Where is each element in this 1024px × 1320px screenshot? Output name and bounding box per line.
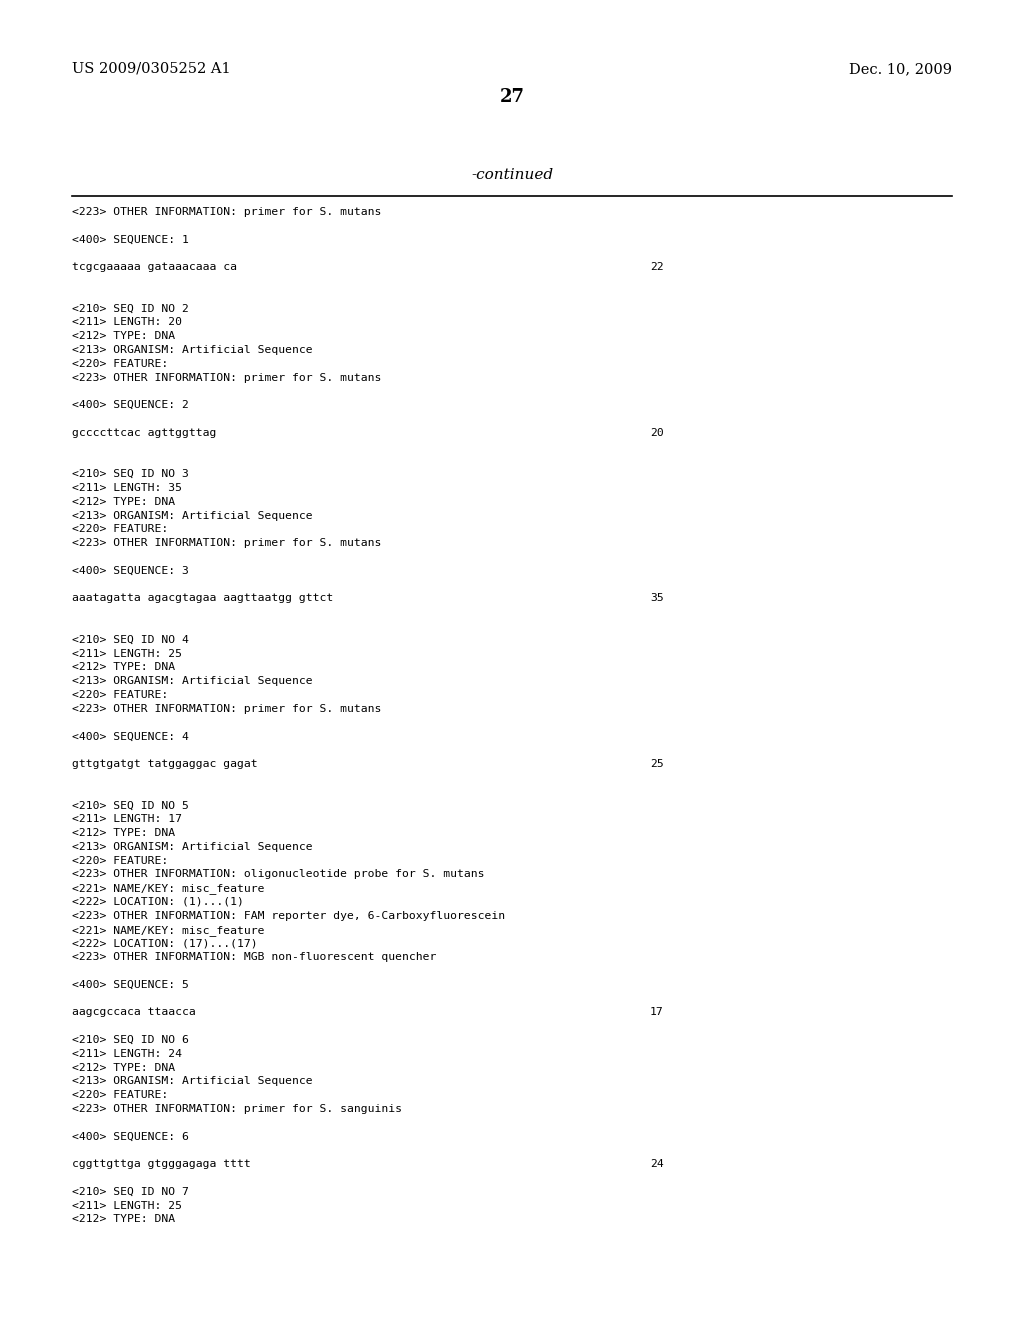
Text: <211> LENGTH: 25: <211> LENGTH: 25	[72, 648, 182, 659]
Text: <211> LENGTH: 24: <211> LENGTH: 24	[72, 1049, 182, 1059]
Text: aagcgccaca ttaacca: aagcgccaca ttaacca	[72, 1007, 196, 1018]
Text: <223> OTHER INFORMATION: primer for S. mutans: <223> OTHER INFORMATION: primer for S. m…	[72, 207, 381, 216]
Text: 35: 35	[650, 594, 664, 603]
Text: <223> OTHER INFORMATION: primer for S. mutans: <223> OTHER INFORMATION: primer for S. m…	[72, 704, 381, 714]
Text: 17: 17	[650, 1007, 664, 1018]
Text: gttgtgatgt tatggaggac gagat: gttgtgatgt tatggaggac gagat	[72, 759, 258, 770]
Text: <223> OTHER INFORMATION: oligonucleotide probe for S. mutans: <223> OTHER INFORMATION: oligonucleotide…	[72, 870, 484, 879]
Text: 20: 20	[650, 428, 664, 438]
Text: <221> NAME/KEY: misc_feature: <221> NAME/KEY: misc_feature	[72, 883, 264, 894]
Text: <223> OTHER INFORMATION: FAM reporter dye, 6-Carboxyfluorescein: <223> OTHER INFORMATION: FAM reporter dy…	[72, 911, 505, 921]
Text: <223> OTHER INFORMATION: primer for S. mutans: <223> OTHER INFORMATION: primer for S. m…	[72, 372, 381, 383]
Text: 27: 27	[500, 88, 524, 106]
Text: <222> LOCATION: (1)...(1): <222> LOCATION: (1)...(1)	[72, 898, 244, 907]
Text: <220> FEATURE:: <220> FEATURE:	[72, 1090, 168, 1100]
Text: <210> SEQ ID NO 4: <210> SEQ ID NO 4	[72, 635, 188, 644]
Text: tcgcgaaaaa gataaacaaa ca: tcgcgaaaaa gataaacaaa ca	[72, 263, 237, 272]
Text: <213> ORGANISM: Artificial Sequence: <213> ORGANISM: Artificial Sequence	[72, 511, 312, 520]
Text: <213> ORGANISM: Artificial Sequence: <213> ORGANISM: Artificial Sequence	[72, 345, 312, 355]
Text: 22: 22	[650, 263, 664, 272]
Text: <223> OTHER INFORMATION: MGB non-fluorescent quencher: <223> OTHER INFORMATION: MGB non-fluores…	[72, 952, 436, 962]
Text: <212> TYPE: DNA: <212> TYPE: DNA	[72, 663, 175, 672]
Text: <400> SEQUENCE: 6: <400> SEQUENCE: 6	[72, 1131, 188, 1142]
Text: 24: 24	[650, 1159, 664, 1170]
Text: <223> OTHER INFORMATION: primer for S. sanguinis: <223> OTHER INFORMATION: primer for S. s…	[72, 1104, 402, 1114]
Text: <212> TYPE: DNA: <212> TYPE: DNA	[72, 496, 175, 507]
Text: <211> LENGTH: 20: <211> LENGTH: 20	[72, 317, 182, 327]
Text: <221> NAME/KEY: misc_feature: <221> NAME/KEY: misc_feature	[72, 924, 264, 936]
Text: <210> SEQ ID NO 7: <210> SEQ ID NO 7	[72, 1187, 188, 1197]
Text: <213> ORGANISM: Artificial Sequence: <213> ORGANISM: Artificial Sequence	[72, 1076, 312, 1086]
Text: Dec. 10, 2009: Dec. 10, 2009	[849, 62, 952, 77]
Text: <210> SEQ ID NO 3: <210> SEQ ID NO 3	[72, 469, 188, 479]
Text: <211> LENGTH: 35: <211> LENGTH: 35	[72, 483, 182, 492]
Text: <212> TYPE: DNA: <212> TYPE: DNA	[72, 331, 175, 341]
Text: <212> TYPE: DNA: <212> TYPE: DNA	[72, 828, 175, 838]
Text: <213> ORGANISM: Artificial Sequence: <213> ORGANISM: Artificial Sequence	[72, 842, 312, 851]
Text: <220> FEATURE:: <220> FEATURE:	[72, 524, 168, 535]
Text: <220> FEATURE:: <220> FEATURE:	[72, 855, 168, 866]
Text: <400> SEQUENCE: 1: <400> SEQUENCE: 1	[72, 235, 188, 244]
Text: -continued: -continued	[471, 168, 553, 182]
Text: <212> TYPE: DNA: <212> TYPE: DNA	[72, 1214, 175, 1225]
Text: <210> SEQ ID NO 6: <210> SEQ ID NO 6	[72, 1035, 188, 1045]
Text: <400> SEQUENCE: 3: <400> SEQUENCE: 3	[72, 566, 188, 576]
Text: 25: 25	[650, 759, 664, 770]
Text: <211> LENGTH: 17: <211> LENGTH: 17	[72, 814, 182, 824]
Text: US 2009/0305252 A1: US 2009/0305252 A1	[72, 62, 230, 77]
Text: <400> SEQUENCE: 4: <400> SEQUENCE: 4	[72, 731, 188, 742]
Text: <220> FEATURE:: <220> FEATURE:	[72, 690, 168, 700]
Text: cggttgttga gtgggagaga tttt: cggttgttga gtgggagaga tttt	[72, 1159, 251, 1170]
Text: gccccttcac agttggttag: gccccttcac agttggttag	[72, 428, 216, 438]
Text: <210> SEQ ID NO 2: <210> SEQ ID NO 2	[72, 304, 188, 314]
Text: <211> LENGTH: 25: <211> LENGTH: 25	[72, 1201, 182, 1210]
Text: <400> SEQUENCE: 2: <400> SEQUENCE: 2	[72, 400, 188, 411]
Text: aaatagatta agacgtagaa aagttaatgg gttct: aaatagatta agacgtagaa aagttaatgg gttct	[72, 594, 333, 603]
Text: <400> SEQUENCE: 5: <400> SEQUENCE: 5	[72, 979, 188, 990]
Text: <220> FEATURE:: <220> FEATURE:	[72, 359, 168, 368]
Text: <222> LOCATION: (17)...(17): <222> LOCATION: (17)...(17)	[72, 939, 258, 948]
Text: <223> OTHER INFORMATION: primer for S. mutans: <223> OTHER INFORMATION: primer for S. m…	[72, 539, 381, 548]
Text: <213> ORGANISM: Artificial Sequence: <213> ORGANISM: Artificial Sequence	[72, 676, 312, 686]
Text: <212> TYPE: DNA: <212> TYPE: DNA	[72, 1063, 175, 1073]
Text: <210> SEQ ID NO 5: <210> SEQ ID NO 5	[72, 800, 188, 810]
